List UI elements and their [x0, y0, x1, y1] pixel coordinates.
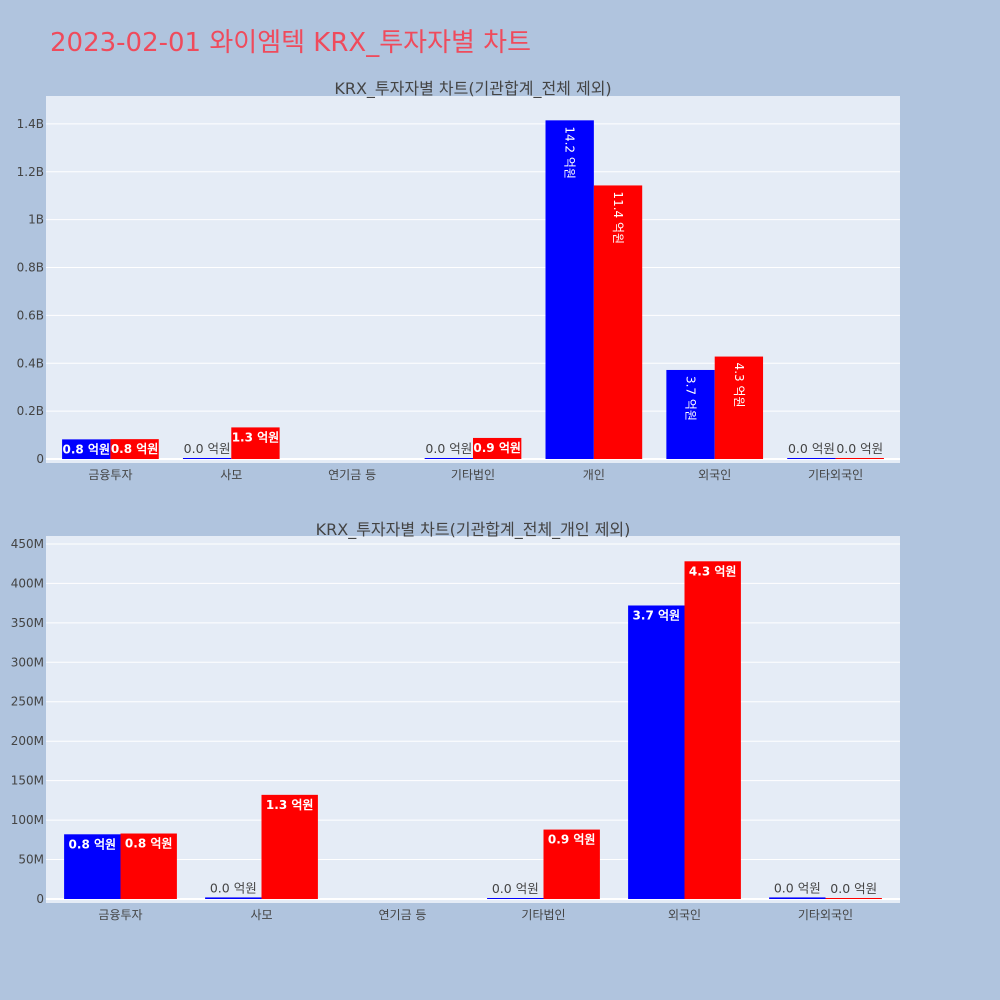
data-label: 14.2 억원 [563, 126, 577, 179]
data-label: 0.0 억원 [425, 441, 472, 456]
x-tick-label: 개인 [583, 468, 605, 482]
data-label: 0.9 억원 [548, 833, 596, 847]
data-label: 0.0 억원 [210, 880, 257, 895]
data-label: 0.9 억원 [473, 441, 521, 455]
data-label: 0.8 억원 [111, 442, 159, 456]
x-tick-label: 기타법인 [451, 468, 495, 482]
chart-top: KRX_투자자별 차트(기관합계_전체 제외) 0 0.2B 0.4B 0.6B 0.8B… [17, 79, 900, 482]
bar [261, 794, 318, 899]
data-label: 1.3 억원 [232, 430, 280, 444]
chart-title: KRX_투자자별 차트(기관합계_전체 제외) [334, 79, 611, 99]
data-label: 0.0 억원 [774, 880, 821, 895]
data-label: 3.7 억원 [633, 608, 681, 622]
y-tick-label: 1.2B [17, 165, 44, 179]
bar [487, 898, 544, 899]
x-tick-label: 외국인 [668, 908, 701, 922]
x-tick-label: 사모 [220, 468, 242, 482]
y-tick-label: 300M [11, 655, 44, 669]
bar [120, 833, 177, 899]
y-tick-label: 50M [18, 853, 44, 867]
bar [684, 561, 741, 899]
bar [835, 458, 884, 459]
y-tick-label: 0 [36, 892, 44, 906]
bar [593, 185, 643, 459]
bar [62, 439, 111, 459]
bar [769, 897, 826, 899]
x-tick-label: 기타외국인 [808, 468, 863, 482]
data-label: 11.4 억원 [611, 191, 625, 244]
y-tick-label: 1B [28, 213, 44, 227]
y-tick-label: 0.6B [17, 308, 44, 322]
bar [64, 834, 121, 899]
bar [424, 458, 473, 459]
data-label: 0.0 억원 [836, 441, 883, 456]
y-tick-label: 400M [11, 576, 44, 590]
data-label: 0.0 억원 [788, 441, 835, 456]
bar [543, 829, 600, 899]
bar [473, 437, 522, 459]
y-tick-label: 0.2B [17, 404, 44, 418]
y-tick-label: 150M [11, 774, 44, 788]
x-tick-label: 사모 [250, 908, 272, 922]
bar [787, 458, 836, 459]
y-tick-label: 0 [36, 452, 44, 466]
x-tick-label: 연기금 등 [379, 908, 427, 922]
y-tick-label: 1.4B [17, 117, 44, 131]
data-label: 0.8 억원 [69, 837, 117, 851]
x-tick-label: 연기금 등 [328, 468, 376, 482]
data-label: 0.0 억원 [492, 881, 539, 896]
data-label: 4.3 억원 [689, 564, 737, 578]
y-tick-label: 250M [11, 695, 44, 709]
bar [545, 120, 594, 460]
y-tick-label: 350M [11, 616, 44, 630]
x-tick-label: 기타법인 [521, 908, 565, 922]
y-tick-label: 200M [11, 734, 44, 748]
plot-area [46, 536, 900, 903]
y-tick-label: 450M [11, 537, 44, 551]
bar [110, 439, 159, 459]
x-tick-label: 금융투자 [88, 468, 132, 482]
data-label: 3.7 억원 [684, 376, 698, 421]
y-tick-label: 0.4B [17, 356, 44, 370]
x-tick-label: 금융투자 [98, 908, 142, 922]
bar [628, 605, 685, 899]
data-label: 0.8 억원 [125, 837, 173, 851]
bar [714, 356, 764, 459]
data-label: 0.8 억원 [62, 442, 110, 456]
chart-title: KRX_투자자별 차트(기관합계_전체_개인 제외) [316, 520, 631, 540]
bar [825, 898, 882, 899]
y-tick-label: 100M [11, 813, 44, 827]
x-tick-label: 외국인 [698, 468, 731, 482]
bar [205, 897, 262, 899]
data-label: 0.0 억원 [830, 881, 877, 896]
bar [231, 427, 280, 459]
data-label: 1.3 억원 [266, 798, 314, 812]
x-tick-label: 기타외국인 [798, 908, 853, 922]
y-tick-label: 0.8B [17, 261, 44, 275]
bar [666, 369, 715, 459]
data-label: 0.0 억원 [184, 441, 231, 456]
data-label: 4.3 억원 [732, 363, 746, 408]
bar [182, 458, 232, 459]
page-title: 2023-02-01 와이엠텍 KRX_투자자별 차트 [50, 28, 532, 58]
